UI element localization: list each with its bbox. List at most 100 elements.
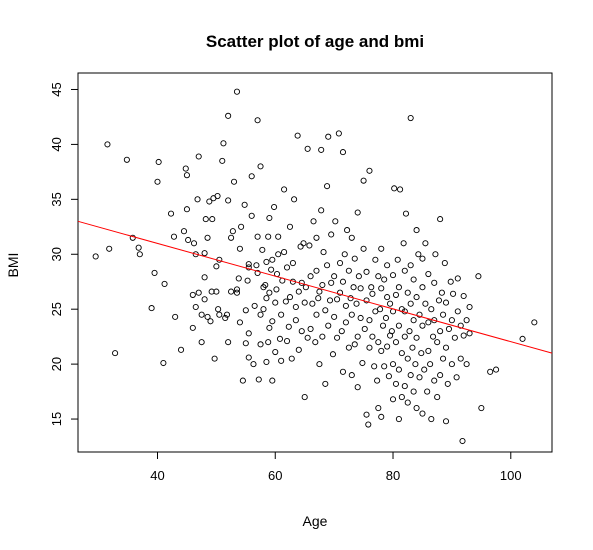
data-point: [295, 288, 302, 295]
data-point: [345, 344, 352, 351]
data-point: [466, 303, 473, 311]
data-point: [377, 306, 384, 313]
data-point: [329, 351, 337, 358]
data-point: [378, 285, 385, 292]
data-point: [92, 253, 99, 260]
data-point: [236, 245, 243, 252]
data-point: [407, 262, 414, 269]
data-point: [322, 380, 329, 387]
data-point: [445, 325, 453, 333]
data-point: [248, 173, 255, 180]
data-point: [334, 296, 341, 303]
data-point: [454, 275, 461, 282]
data-point: [266, 289, 273, 296]
data-point: [424, 388, 431, 395]
data-point: [239, 377, 246, 384]
data-point: [366, 167, 373, 174]
data-point: [348, 234, 355, 241]
data-point: [251, 302, 258, 309]
data-point: [242, 340, 249, 347]
data-point: [266, 214, 273, 222]
data-point: [355, 273, 362, 280]
data-point: [354, 384, 361, 391]
chart-title: Scatter plot of age and bmi: [206, 32, 424, 51]
data-point: [381, 363, 388, 370]
data-point: [207, 318, 214, 325]
data-point: [263, 295, 270, 302]
data-point: [238, 223, 245, 230]
data-point: [428, 415, 435, 423]
data-point: [204, 313, 211, 320]
data-point: [185, 236, 192, 244]
data-point: [392, 339, 400, 346]
data-point: [259, 246, 266, 253]
data-point: [291, 196, 298, 203]
data-point: [342, 319, 349, 326]
data-point: [459, 437, 466, 445]
data-point: [410, 276, 417, 283]
data-point: [292, 303, 299, 311]
data-point: [448, 361, 455, 368]
data-point: [419, 322, 426, 329]
data-point: [391, 185, 398, 192]
data-point: [286, 223, 294, 230]
data-point: [389, 361, 397, 368]
data-point: [275, 233, 282, 240]
data-point: [257, 341, 264, 348]
x-tick-label: 80: [386, 468, 400, 483]
data-point: [402, 210, 410, 217]
data-point: [442, 344, 450, 351]
data-point: [437, 216, 444, 223]
data-point: [531, 319, 538, 326]
data-point: [463, 361, 470, 368]
data-point: [211, 355, 218, 362]
data-point: [283, 264, 291, 271]
data-point: [245, 330, 252, 337]
data-point: [404, 289, 411, 296]
data-point: [260, 306, 267, 313]
data-point: [286, 294, 294, 301]
data-point: [336, 289, 344, 296]
data-point: [262, 281, 269, 289]
data-point: [136, 251, 143, 258]
data-point: [351, 255, 358, 262]
data-point: [161, 280, 168, 287]
data-point: [440, 355, 447, 362]
data-point: [269, 256, 276, 263]
data-point: [313, 234, 320, 241]
data-point: [354, 209, 361, 216]
data-point: [463, 317, 470, 324]
data-point: [339, 368, 347, 375]
data-point: [389, 272, 397, 279]
data-point: [236, 319, 243, 326]
data-point: [172, 313, 179, 320]
data-point: [189, 291, 196, 298]
data-point: [416, 311, 423, 318]
data-point: [257, 163, 264, 170]
data-point: [425, 319, 432, 326]
data-point: [385, 373, 392, 380]
data-point: [378, 413, 385, 420]
data-point: [339, 149, 347, 156]
data-point: [353, 300, 360, 307]
y-tick-label: 35: [49, 192, 64, 206]
data-point: [265, 339, 272, 346]
data-point: [319, 281, 326, 289]
data-point: [202, 216, 209, 223]
data-point: [230, 178, 238, 185]
data-point: [301, 299, 308, 306]
data-point: [438, 289, 445, 296]
data-point: [357, 314, 364, 322]
data-point: [395, 322, 402, 329]
data-point: [401, 383, 408, 390]
data-point: [241, 201, 248, 208]
data-point: [413, 405, 420, 412]
data-point: [434, 394, 441, 401]
data-point: [297, 243, 304, 250]
data-point: [195, 153, 202, 160]
data-point: [392, 380, 400, 387]
y-tick-label: 45: [49, 82, 64, 96]
data-point: [208, 288, 215, 295]
data-point: [493, 366, 500, 373]
data-point: [387, 300, 394, 307]
